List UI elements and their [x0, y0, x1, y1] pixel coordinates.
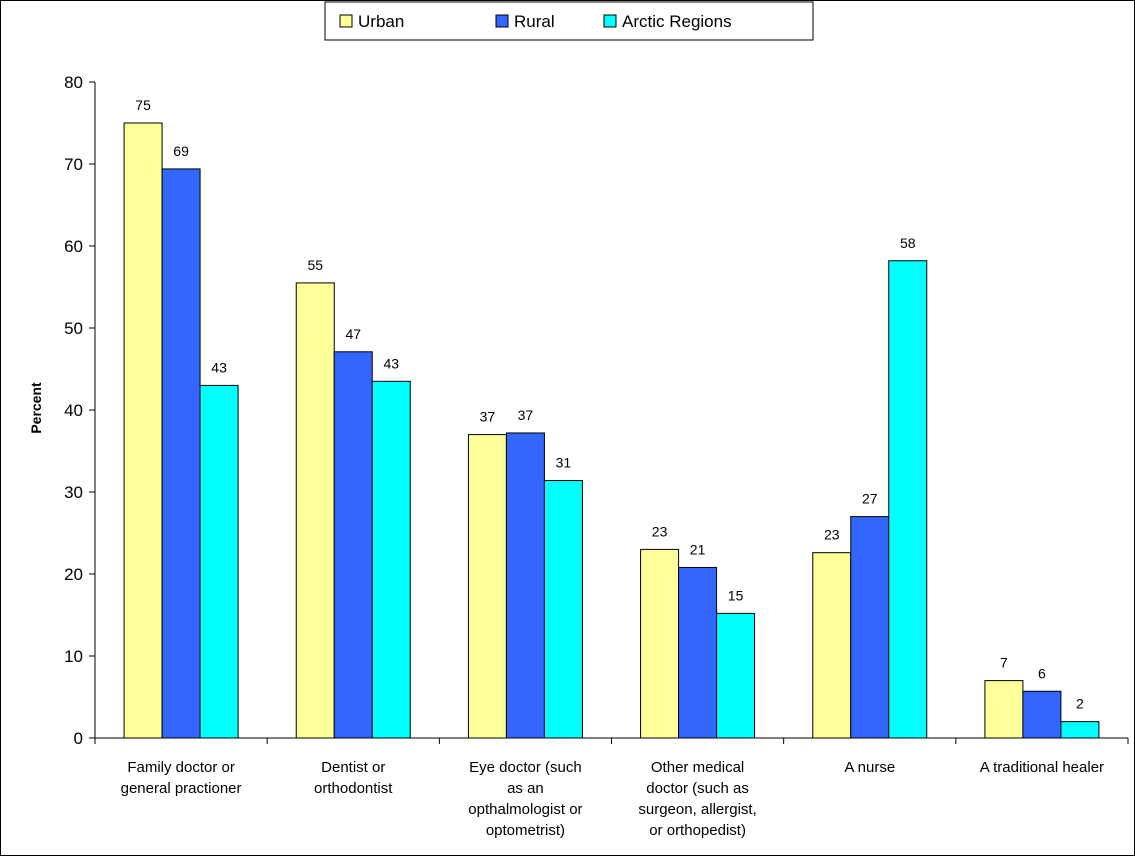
bars: 75 69 43 55 47 43 37 37 31 23 21 15 23 27 58 7 6 2	[123, 97, 1100, 739]
bar-rural	[1022, 690, 1062, 739]
x-axis: Family doctor or general practioner Dentis…	[94, 737, 1129, 839]
bar-arctic-regions	[199, 384, 239, 739]
bar-urban	[984, 680, 1024, 739]
data-label: 21	[690, 541, 706, 557]
bar-arctic-regions	[888, 260, 928, 739]
data-label: 75	[135, 97, 151, 113]
data-label: 15	[728, 587, 744, 603]
x-category-label: opthalmologist or	[468, 801, 582, 818]
data-label: 37	[480, 409, 496, 425]
x-category-label: Other medical	[651, 759, 744, 776]
legend-label: Arctic Regions	[622, 12, 732, 31]
bar-urban	[123, 122, 163, 739]
bar-rural	[850, 516, 890, 739]
data-label: 23	[824, 527, 840, 543]
bar-arctic-regions	[543, 480, 583, 739]
y-axis: 0 10 20 30 40 50 60 70 80	[64, 73, 96, 748]
x-category-label: general practioner	[121, 780, 242, 797]
x-category-label: doctor (such as	[646, 780, 749, 797]
bar-arctic-regions	[716, 612, 756, 739]
bar-arctic-regions	[1060, 721, 1100, 739]
y-tick-label: 0	[74, 729, 83, 748]
y-tick-label: 60	[64, 237, 83, 256]
legend-swatch	[339, 14, 353, 28]
data-label: 55	[307, 257, 323, 273]
bar-arctic-regions	[371, 380, 411, 739]
data-label: 23	[652, 523, 668, 539]
y-tick-label: 50	[64, 319, 83, 338]
x-category-label: or orthopedist)	[649, 822, 746, 839]
bar-urban	[295, 282, 335, 739]
y-tick-label: 70	[64, 155, 83, 174]
x-category-label: orthodontist	[314, 780, 393, 797]
data-label: 43	[211, 359, 227, 375]
bar-rural	[333, 351, 373, 739]
data-label: 37	[518, 407, 534, 423]
data-label: 31	[556, 455, 572, 471]
legend-swatch	[495, 14, 509, 28]
bar-urban	[640, 548, 680, 739]
bar-urban	[467, 434, 507, 739]
x-category-label: Dentist or	[321, 759, 385, 776]
bar-rural	[161, 168, 201, 739]
data-label: 47	[345, 326, 361, 342]
legend-label: Urban	[358, 12, 404, 31]
bar-urban	[812, 552, 852, 739]
legend: Urban Rural Arctic Regions	[324, 1, 814, 41]
legend-swatch	[603, 14, 617, 28]
y-tick-label: 20	[64, 565, 83, 584]
data-label: 6	[1038, 665, 1046, 681]
data-label: 43	[383, 355, 399, 371]
x-category-label: A traditional healer	[980, 759, 1104, 776]
data-label: 7	[1000, 655, 1008, 671]
data-label: 58	[900, 235, 916, 251]
y-tick-label: 80	[64, 73, 83, 92]
data-label: 27	[862, 491, 878, 507]
y-tick-label: 10	[64, 647, 83, 666]
x-category-label: Family doctor or	[127, 759, 235, 776]
x-category-label: surgeon, allergist,	[638, 801, 756, 818]
bar-rural	[505, 432, 545, 739]
x-category-label: Eye doctor (such	[469, 759, 582, 776]
data-label: 69	[173, 143, 189, 159]
x-category-label: as an	[507, 780, 544, 797]
legend-box	[324, 1, 814, 41]
x-category-label: A nurse	[844, 759, 895, 776]
y-tick-label: 30	[64, 483, 83, 502]
x-category-label: optometrist)	[486, 822, 565, 839]
data-label: 2	[1076, 696, 1084, 712]
legend-label: Rural	[514, 12, 555, 31]
y-axis-title: Percent	[28, 382, 44, 434]
bar-rural	[678, 566, 718, 739]
y-tick-label: 40	[64, 401, 83, 420]
